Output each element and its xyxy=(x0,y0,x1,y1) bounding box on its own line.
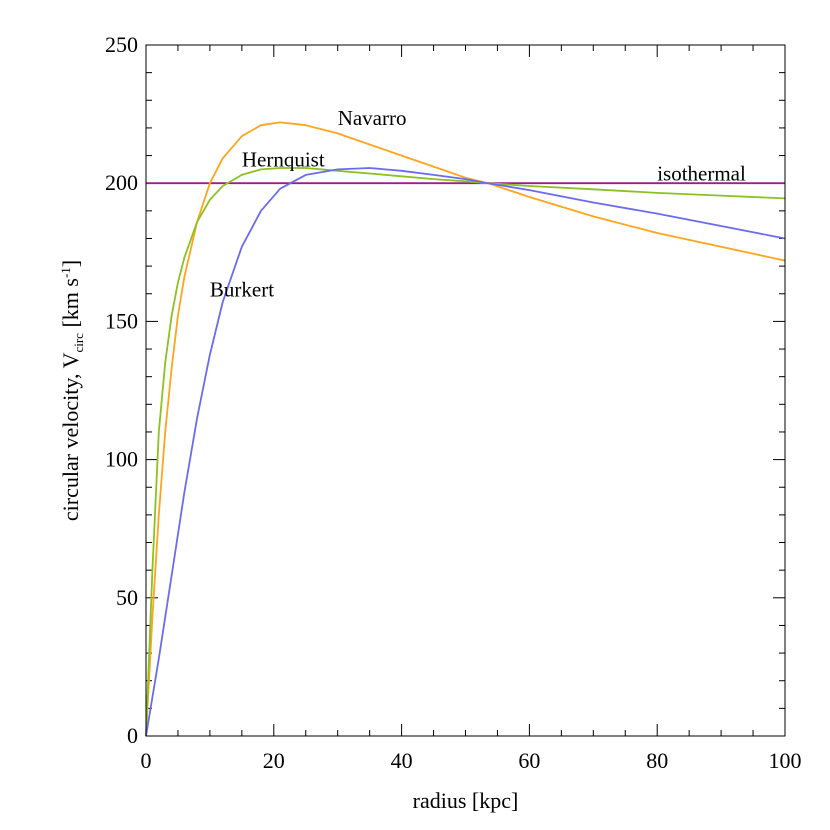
plot-frame xyxy=(145,44,786,737)
x-tick-label: 60 xyxy=(518,748,540,773)
y-axis-title-suffix: ] xyxy=(58,260,83,267)
y-tick-label: 100 xyxy=(105,447,138,472)
y-tick-label: 250 xyxy=(105,32,138,57)
y-tick-label: 200 xyxy=(105,170,138,195)
series-annotations: Navarro Hernquist isothermal Burkert xyxy=(210,106,746,301)
series-line-hernquist xyxy=(145,167,786,737)
series-lines xyxy=(145,121,786,737)
y-axis-title-prefix: circular velocity, V xyxy=(58,352,83,521)
annotation-burkert: Burkert xyxy=(210,278,274,302)
annotation-hernquist: Hernquist xyxy=(242,148,325,172)
y-axis-title: circular velocity, Vcirc [km s-1] xyxy=(58,260,86,521)
y-axis-title-sup: -1 xyxy=(58,267,73,278)
y-tick-label: 50 xyxy=(116,585,138,610)
y-tick-label: 0 xyxy=(127,723,138,748)
series-line-navarro xyxy=(145,121,786,737)
y-axis-title-mid: [km s xyxy=(58,278,83,333)
x-tick-label: 100 xyxy=(769,748,802,773)
annotation-isothermal: isothermal xyxy=(657,161,746,185)
y-tick-label: 150 xyxy=(105,308,138,333)
tick-labels: 0 20 40 60 80 100 0 50 100 150 200 250 xyxy=(105,32,802,773)
series-line-burkert xyxy=(145,167,786,737)
annotation-navarro: Navarro xyxy=(338,106,407,130)
x-tick-label: 80 xyxy=(646,748,668,773)
y-axis-title-sub: circ xyxy=(71,333,86,353)
x-tick-label: 20 xyxy=(263,748,285,773)
x-axis-title: radius [kpc] xyxy=(413,788,519,813)
x-tick-label: 40 xyxy=(391,748,413,773)
x-tick-label: 0 xyxy=(141,748,152,773)
